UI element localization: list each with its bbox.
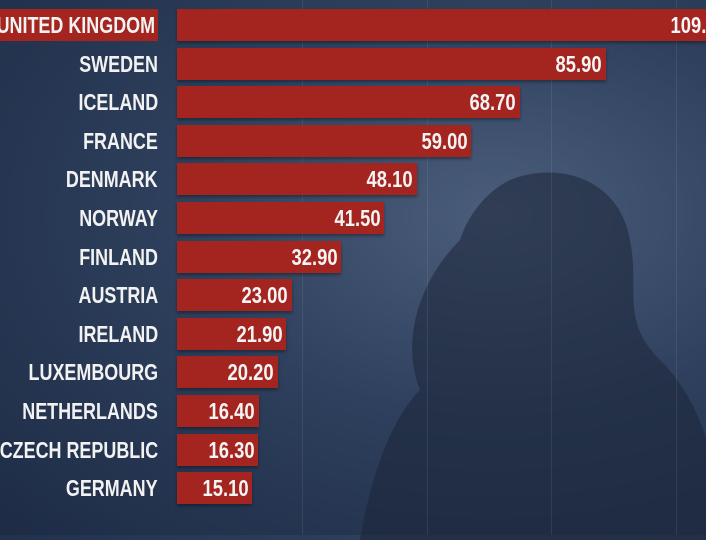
bar-row: GERMANY 15.10 (0, 472, 706, 505)
bar-row: LUXEMBOURG 20.20 (0, 356, 706, 389)
bar: 32.90 (177, 240, 342, 273)
bar: 109.0 (177, 9, 706, 41)
value-label: 59.00 (421, 127, 468, 154)
category-label: SWEDEN (79, 50, 158, 77)
category-label: UNITED KINGDOM (0, 9, 158, 41)
category-label: LUXEMBOURG (28, 359, 158, 386)
category-label: ICELAND (78, 89, 158, 116)
bar-row: FRANCE 59.00 (0, 124, 706, 157)
bar: 20.20 (177, 356, 278, 389)
bar-row: SWEDEN 85.90 (0, 47, 706, 80)
bar-row: DENMARK 48.10 (0, 163, 706, 196)
bar-row: NETHERLANDS 16.40 (0, 395, 706, 427)
gridline (676, 0, 678, 535)
silhouette-image (360, 172, 706, 540)
bar-row: NORWAY 41.50 (0, 202, 706, 234)
category-label: GERMANY (66, 475, 158, 502)
value-label: 109.0 (670, 12, 706, 38)
value-label: 16.40 (208, 398, 255, 424)
category-label: AUSTRIA (78, 282, 158, 309)
value-label: 23.00 (241, 282, 288, 309)
bar-row: AUSTRIA 23.00 (0, 279, 706, 312)
bar: 21.90 (177, 317, 287, 350)
bar-row: ICELAND 68.70 (0, 86, 706, 119)
bar-row: UNITED KINGDOM 109.0 (0, 9, 706, 41)
category-label: IRELAND (78, 320, 158, 347)
bar: 48.10 (177, 163, 418, 196)
category-label: DENMARK (66, 166, 158, 193)
category-label: FINLAND (79, 243, 158, 270)
gridline (426, 0, 428, 535)
bar: 59.00 (177, 124, 472, 157)
value-label: 20.20 (227, 359, 274, 386)
bar: 41.50 (177, 202, 385, 234)
bar-row: IRELAND 21.90 (0, 317, 706, 350)
bar: 16.40 (177, 395, 259, 427)
bar-row: FINLAND 32.90 (0, 240, 706, 273)
bar-row: CZECH REPUBLIC 16.30 (0, 433, 706, 466)
gridline (551, 0, 553, 535)
category-label: NORWAY (79, 205, 158, 231)
bar: 85.90 (177, 47, 606, 80)
category-label: FRANCE (83, 127, 158, 154)
category-label: NETHERLANDS (22, 398, 158, 424)
value-label: 15.10 (202, 475, 249, 502)
value-label: 16.30 (208, 436, 255, 463)
value-label: 68.70 (469, 89, 516, 116)
value-label: 21.90 (236, 320, 283, 347)
value-label: 48.10 (366, 166, 414, 193)
value-label: 85.90 (555, 50, 602, 77)
bar: 15.10 (177, 472, 253, 505)
value-label: 32.90 (291, 243, 338, 270)
value-label: 41.50 (334, 205, 381, 231)
bar: 23.00 (177, 279, 292, 312)
bar: 16.30 (177, 433, 259, 466)
bar: 68.70 (177, 86, 520, 119)
category-label: CZECH REPUBLIC (0, 436, 158, 463)
